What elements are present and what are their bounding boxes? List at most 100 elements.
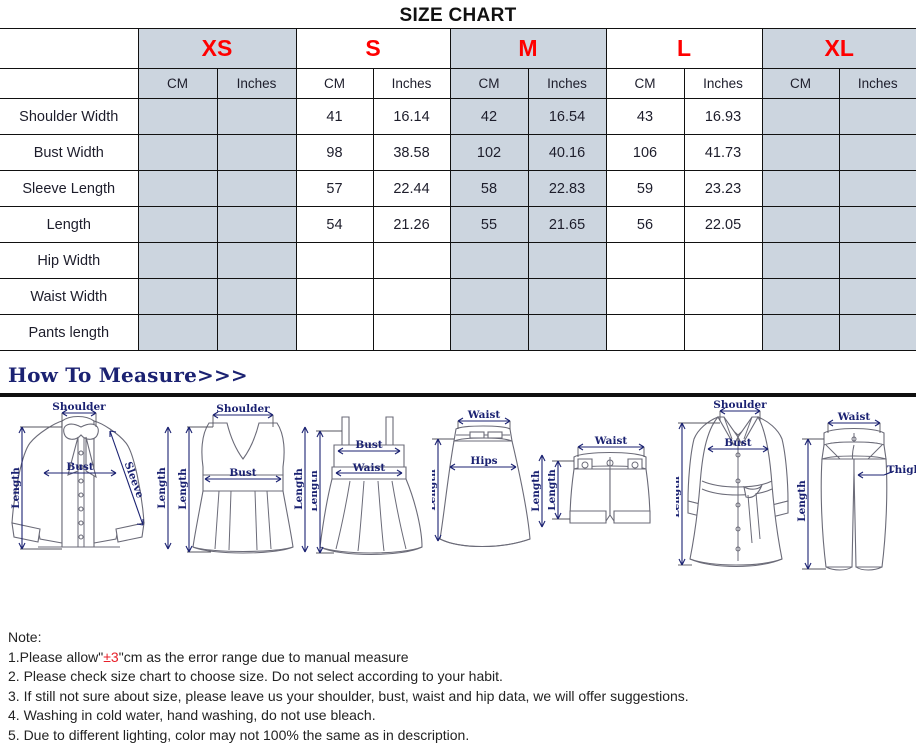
cell-s-inches: 38.58 (372, 134, 451, 171)
label-length: Length (10, 467, 22, 509)
cell-xs-inches (216, 134, 297, 171)
unit-m-cm: CM (449, 68, 529, 99)
cell-m-cm (449, 242, 529, 279)
cell-xl-cm (761, 206, 840, 243)
cell-xs-inches (216, 314, 297, 351)
label-waist: Waist (467, 409, 501, 421)
cell-s-inches: 21.26 (372, 206, 451, 243)
cell-xs-cm (137, 242, 218, 279)
cell-m-cm (449, 314, 529, 351)
cell-xs-cm (137, 314, 218, 351)
figure-blouse-with-bow: Shoulder Bust Sleeve Length Length (0, 397, 175, 597)
cell-l-inches (683, 278, 763, 315)
table-corner-cell-2 (0, 68, 139, 99)
cell-m-inches: 22.83 (527, 170, 607, 207)
table-unit-header-row: CM Inches CM Inches CM Inches CM Inches … (0, 68, 916, 99)
figure-strap-dress: Bust Waist Length (312, 397, 432, 597)
cell-m-inches (527, 278, 607, 315)
cell-xl-inches (838, 206, 916, 243)
cell-m-cm: 102 (449, 134, 529, 171)
figure-skirt: Waist Hips Length Length (432, 397, 548, 597)
label-shoulder: Shoulder (52, 401, 106, 413)
size-header-xl: XL (761, 28, 916, 69)
row-label-waist-width: Waist Width (0, 278, 139, 315)
cell-l-cm: 106 (605, 134, 685, 171)
label-bust: Bust (229, 467, 256, 479)
cell-xl-inches (838, 134, 916, 171)
label-bust: Bust (724, 437, 751, 449)
size-label-s: S (365, 35, 381, 61)
table-row: Shoulder Width 41 16.14 42 16.54 43 16.9… (0, 98, 916, 135)
table-row: Pants length (0, 314, 916, 351)
unit-s-inches: Inches (372, 68, 451, 99)
cell-xs-inches (216, 170, 297, 207)
label-waist: Waist (352, 462, 386, 474)
cell-l-cm (605, 278, 685, 315)
unit-l-inches: Inches (683, 68, 763, 99)
cell-s-cm (295, 242, 374, 279)
cell-xl-inches (838, 98, 916, 135)
table-row: Sleeve Length 57 22.44 58 22.83 59 23.23 (0, 170, 916, 207)
cell-m-inches (527, 242, 607, 279)
row-label-length: Length (0, 206, 139, 243)
table-row: Hip Width (0, 242, 916, 279)
cell-l-inches: 41.73 (683, 134, 763, 171)
section-divider (0, 393, 916, 397)
measurement-illustrations: Shoulder Bust Sleeve Length Length (0, 397, 916, 597)
cell-s-cm (295, 278, 374, 315)
label-length: Length (548, 469, 558, 511)
cell-s-inches (372, 314, 451, 351)
unit-xs-inches: Inches (216, 68, 297, 99)
figure-v-neck-tank-top: Shoulder Bust Length Length (175, 397, 312, 597)
cell-m-inches (527, 314, 607, 351)
cell-s-cm: 57 (295, 170, 374, 207)
cell-l-inches: 23.23 (683, 170, 763, 207)
table-row: Bust Width 98 38.58 102 40.16 106 41.73 (0, 134, 916, 171)
note-line-3: 3. If still not sure about size, please … (8, 687, 689, 704)
cell-l-cm (605, 242, 685, 279)
cell-xl-cm (761, 314, 840, 351)
label-shoulder: Shoulder (713, 399, 767, 411)
cell-s-inches: 16.14 (372, 98, 451, 135)
label-bust: Bust (355, 439, 382, 451)
cell-xs-cm (137, 170, 218, 207)
cell-xs-cm (137, 206, 218, 243)
row-label-hip-width: Hip Width (0, 242, 139, 279)
cell-l-inches: 22.05 (683, 206, 763, 243)
notes-section: Note: 1.Please allow"±3"cm as the error … (8, 628, 689, 745)
cell-s-cm: 98 (295, 134, 374, 171)
cell-xl-cm (761, 98, 840, 135)
unit-m-inches: Inches (527, 68, 607, 99)
size-header-l: L (605, 28, 763, 69)
cell-l-cm: 59 (605, 170, 685, 207)
cell-s-inches (372, 278, 451, 315)
size-header-xs: XS (137, 28, 297, 69)
page-title: SIZE CHART (399, 5, 517, 26)
cell-m-cm: 55 (449, 206, 529, 243)
label-length: Length (796, 480, 808, 522)
cell-l-inches (683, 314, 763, 351)
size-label-xs: XS (201, 35, 233, 61)
row-label-shoulder-width: Shoulder Width (0, 98, 139, 135)
cell-xs-inches (216, 98, 297, 135)
table-row: Waist Width (0, 278, 916, 315)
cell-xl-inches (838, 314, 916, 351)
unit-xl-cm: CM (761, 68, 840, 99)
cell-xl-inches (838, 278, 916, 315)
size-label-xl: XL (824, 35, 854, 61)
cell-l-cm (605, 314, 685, 351)
cell-m-inches: 16.54 (527, 98, 607, 135)
cell-xl-cm (761, 278, 840, 315)
cell-m-inches: 40.16 (527, 134, 607, 171)
cell-xl-cm (761, 170, 840, 207)
cell-xl-inches (838, 242, 916, 279)
row-label-sleeve-length: Sleeve Length (0, 170, 139, 207)
label-length: Length (312, 470, 320, 512)
cell-s-cm: 54 (295, 206, 374, 243)
unit-xl-inches: Inches (838, 68, 916, 99)
label-length: Length (177, 468, 189, 510)
unit-l-cm: CM (605, 68, 685, 99)
note-1-part-a: 1.Please allow" (8, 648, 104, 665)
cell-xs-inches (216, 206, 297, 243)
size-chart-table: XS S M L XL CM Inches CM Inches CM Inche… (0, 28, 916, 351)
